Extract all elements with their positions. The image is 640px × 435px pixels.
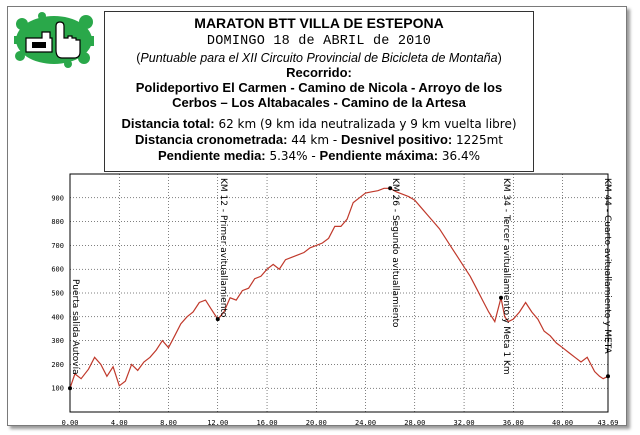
y-tick-label: 100 — [51, 385, 64, 393]
x-tick-label: 16.00 — [256, 419, 277, 427]
route-description: Polideportivo El Carmen - Camino de Nico… — [135, 79, 503, 110]
route-label: Recorrido: — [286, 64, 352, 80]
marker-point — [215, 317, 220, 322]
y-tick-label: 900 — [51, 194, 64, 202]
x-tick-label: 32.00 — [454, 419, 475, 427]
race-subtitle: (Puntuable para el XII Circuito Provinci… — [136, 50, 502, 65]
y-tick-label: 300 — [51, 337, 64, 345]
y-tick-label: 500 — [51, 290, 64, 298]
marker-label: KM 44 - Cuarto avituallamiento y META — [602, 178, 612, 354]
marker-label: KM 12 - Primer avituallamiento — [218, 178, 228, 318]
x-tick-label: 12.00 — [207, 419, 228, 427]
marker-label: KM 34 - Tercer avituallamiento y Meta 1 … — [501, 178, 511, 375]
marker-point — [498, 295, 503, 300]
elevation-line — [69, 187, 609, 389]
y-tick-label: 600 — [51, 266, 64, 274]
race-info-box: MARATON BTT VILLA DE ESTEPONA DOMINGO 18… — [104, 11, 534, 172]
x-tick-label: 43.69 — [597, 419, 618, 427]
pointing-hand-icon — [12, 12, 96, 68]
marker-point — [68, 386, 72, 391]
timed-distance: Distancia cronometrada: 44 km - Desnivel… — [135, 131, 503, 147]
slope-info: Pendiente media: 5.34% - Pendiente máxim… — [158, 147, 480, 163]
x-tick-label: 8.00 — [160, 419, 177, 427]
x-tick-label: 28.00 — [404, 419, 425, 427]
total-distance: Distancia total: 62 km (9 km ida neutral… — [121, 115, 517, 131]
x-tick-label: 24.00 — [355, 419, 376, 427]
x-tick-label: 40.00 — [552, 419, 573, 427]
marker-label: Puerta salida Autovía — [70, 279, 80, 375]
marker-label: KM 26 - Segundo avituallamiento — [390, 178, 400, 328]
y-tick-label: 400 — [51, 313, 64, 321]
race-title: MARATON BTT VILLA DE ESTEPONA — [194, 15, 444, 31]
race-date: DOMINGO 18 de ABRIL de 2010 — [206, 34, 432, 50]
y-tick-label: 200 — [51, 361, 64, 369]
x-tick-label: 36.00 — [503, 419, 524, 427]
marker-point — [388, 186, 393, 191]
x-tick-label: 4.00 — [111, 419, 128, 427]
plot-area — [69, 173, 609, 413]
marker-point — [606, 374, 610, 379]
y-tick-label: 700 — [51, 242, 64, 250]
y-tick-label: 800 — [51, 218, 64, 226]
x-tick-label: 20.00 — [306, 419, 327, 427]
x-tick-label: 0.00 — [62, 419, 79, 427]
